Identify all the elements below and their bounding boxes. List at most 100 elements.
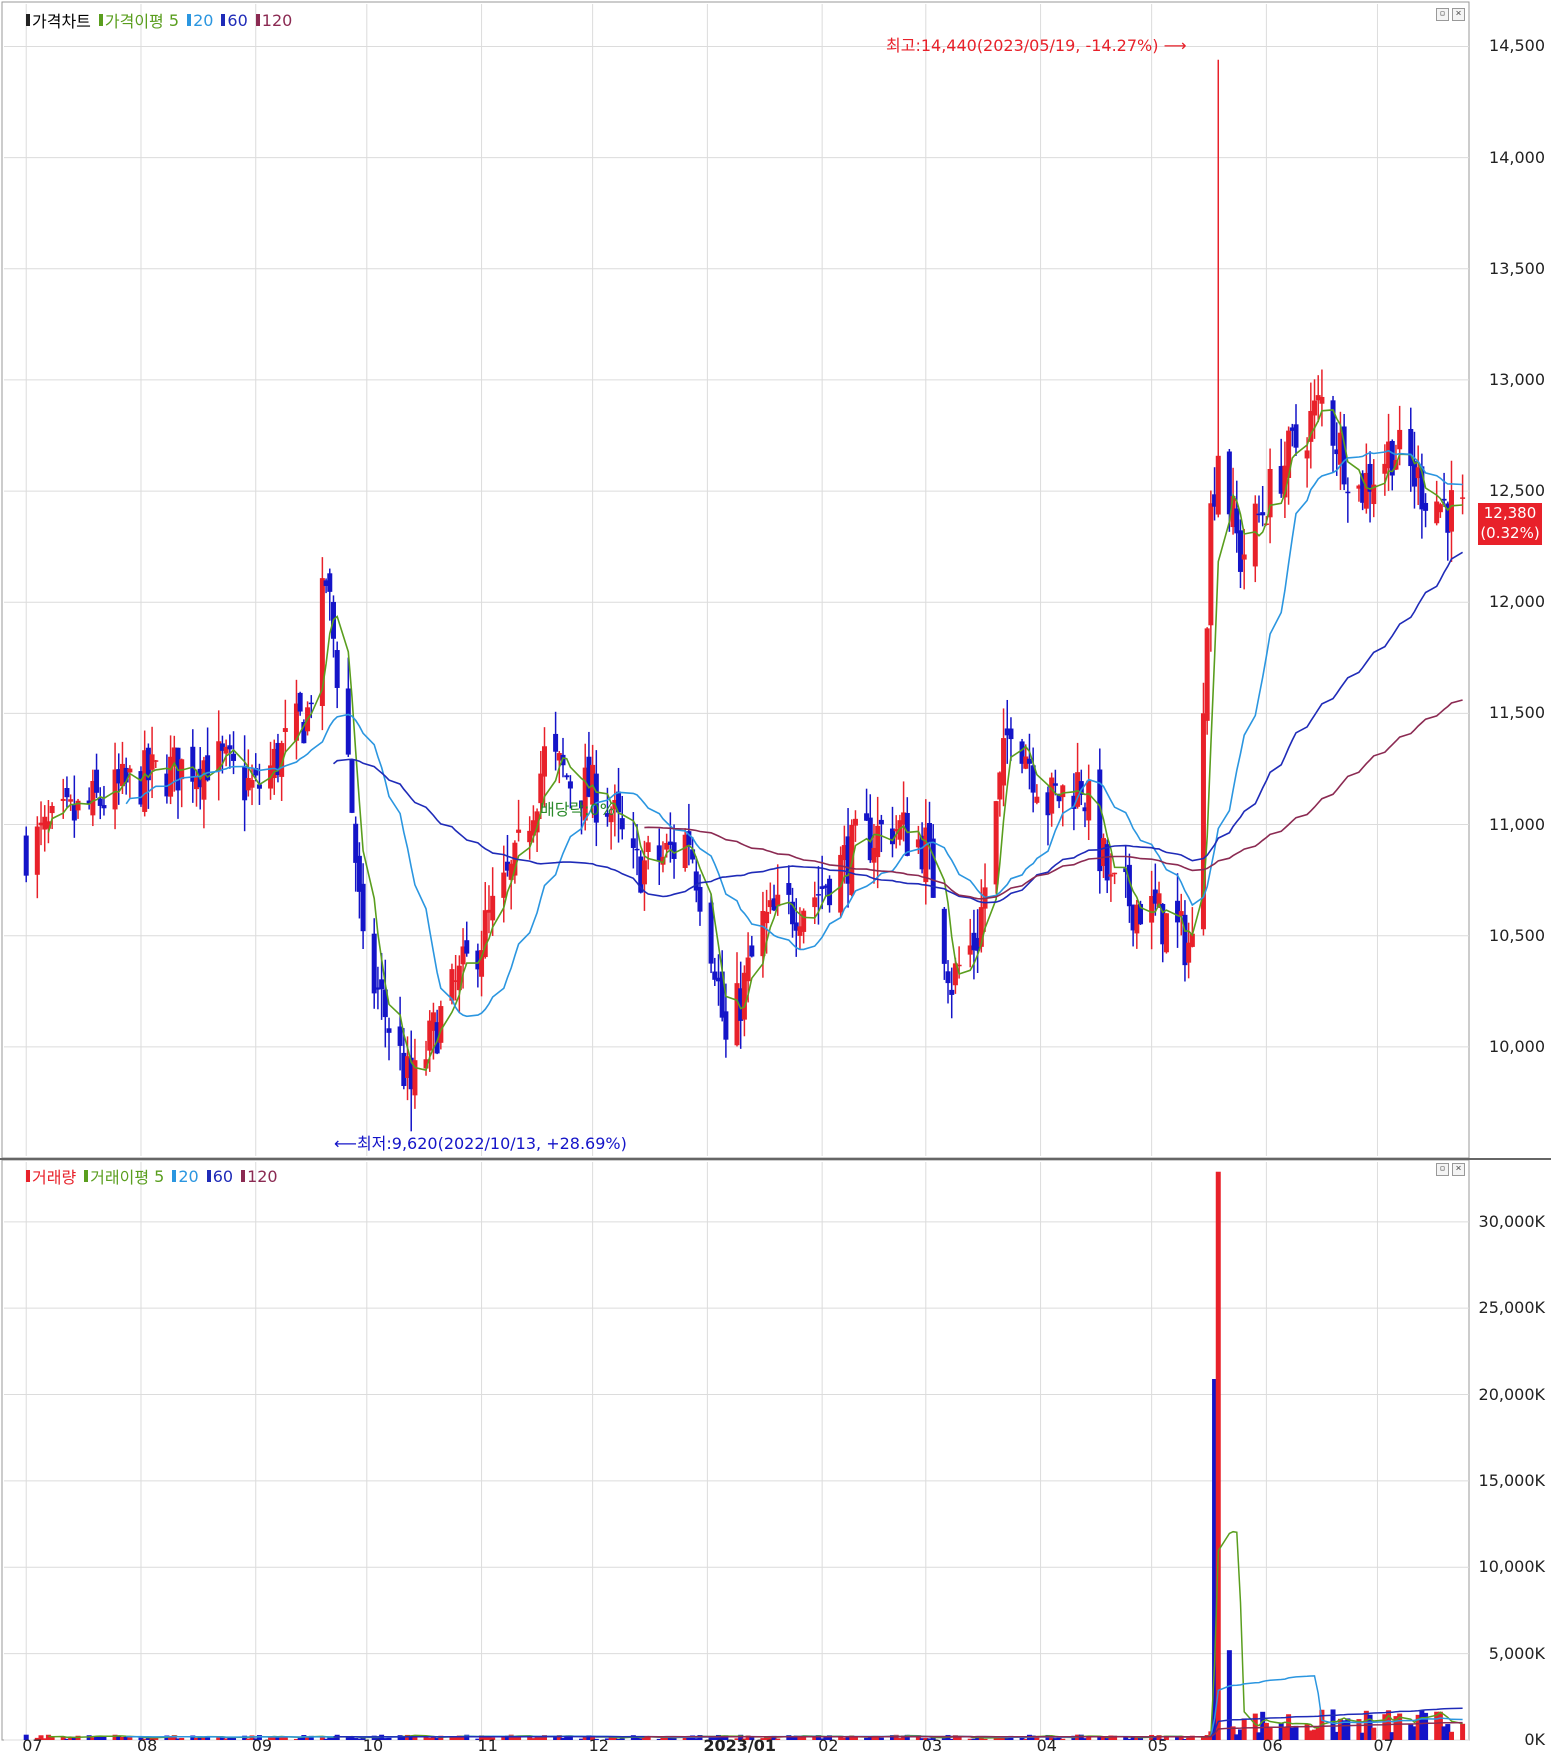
volume-bar: [593, 1738, 599, 1740]
volume-bar: [190, 1735, 196, 1740]
volume-bar: [1126, 1738, 1132, 1740]
volume-bar: [686, 1736, 692, 1740]
candle-body: [216, 741, 222, 771]
volume-bar: [823, 1736, 829, 1740]
candle-body: [871, 847, 877, 863]
volume-bar: [293, 1738, 299, 1740]
candle-body: [1437, 504, 1443, 513]
price-panel-minimize-icon[interactable]: ▫: [1436, 8, 1449, 21]
candle-body: [1108, 874, 1114, 877]
ma120-line: [644, 699, 1463, 900]
candle-body: [323, 580, 329, 586]
volume-bar: [838, 1735, 844, 1740]
volume-bar: [586, 1735, 592, 1740]
candle-body: [179, 759, 185, 780]
low-annotation: ⟵최저:9,620(2022/10/13, +28.69%): [334, 1134, 627, 1153]
candle-body: [1234, 508, 1240, 534]
candle-body: [841, 845, 847, 861]
candle-body: [1182, 914, 1188, 966]
volume-bar: [538, 1737, 544, 1740]
price-panel-close-icon[interactable]: ×: [1452, 8, 1465, 21]
volume-bar: [231, 1736, 237, 1740]
candle-body: [945, 971, 951, 984]
candle-body: [1241, 554, 1247, 560]
candle-body: [641, 860, 647, 885]
volume-bar: [1186, 1737, 1192, 1740]
volume-bar: [179, 1737, 185, 1740]
candle-body: [1356, 485, 1362, 489]
volume-bar: [793, 1735, 799, 1740]
volume-panel-minimize-icon[interactable]: ▫: [1436, 1163, 1449, 1176]
candle-body: [667, 841, 673, 845]
candle-body: [1212, 494, 1218, 507]
candle-body: [34, 826, 40, 875]
ma5-line: [47, 409, 1463, 1072]
volume-bar: [1382, 1714, 1388, 1740]
volume-bar: [671, 1737, 677, 1740]
candle-body: [541, 746, 547, 777]
candle-body: [797, 926, 803, 936]
candle-body: [1408, 428, 1414, 467]
volume-bar: [1282, 1727, 1288, 1740]
candle-body: [1008, 728, 1014, 740]
ma60-line: [332, 551, 1464, 904]
candle-body: [153, 760, 159, 762]
volume-bar: [1441, 1726, 1447, 1740]
candle-body: [978, 907, 984, 947]
candle-body: [423, 1059, 429, 1069]
candle-body: [386, 1028, 392, 1033]
volume-bar: [764, 1736, 770, 1740]
volume-bar: [553, 1736, 559, 1740]
candle-body: [775, 894, 781, 907]
volume-bar: [1156, 1735, 1162, 1740]
candle-body: [971, 932, 977, 951]
candle-body: [819, 886, 825, 889]
candle-body: [486, 909, 492, 913]
x-tick: 05: [1147, 1736, 1168, 1755]
candle-body: [1345, 491, 1351, 494]
candle-body: [1419, 466, 1425, 510]
volume-bar: [282, 1736, 288, 1740]
candle-body: [1330, 400, 1336, 446]
candle-body: [1208, 503, 1214, 626]
candle-body: [86, 800, 92, 804]
volume-ma-20: 20: [178, 1166, 199, 1186]
volume-bar: [919, 1738, 925, 1740]
candle-body: [319, 578, 325, 706]
volume-bar: [1334, 1731, 1340, 1740]
volume-bar: [616, 1738, 622, 1740]
volume-ma-5: 5: [154, 1166, 165, 1186]
volume-ma-60: 60: [212, 1166, 234, 1186]
volume-bar: [1189, 1735, 1195, 1740]
dividend-annotation: 배당락:0%: [540, 796, 615, 820]
volume-bar: [308, 1735, 314, 1740]
candle-body: [219, 743, 225, 751]
volume-panel-close-icon[interactable]: ×: [1452, 1163, 1465, 1176]
candle-body: [412, 1060, 418, 1096]
candle-body: [1411, 461, 1417, 487]
candle-body: [919, 835, 925, 870]
volume-y-tick: 20,000K: [1478, 1384, 1545, 1404]
candle-body: [616, 791, 622, 813]
candle-body: [708, 902, 714, 964]
candle-body: [827, 878, 833, 906]
volume-bar: [356, 1738, 362, 1740]
volume-bar: [482, 1736, 488, 1740]
volume-bar: [119, 1736, 125, 1740]
volume-bar: [656, 1738, 662, 1740]
candle-body: [279, 743, 285, 777]
candle-body: [349, 759, 355, 813]
candle-body: [253, 768, 259, 776]
candle-body: [530, 820, 536, 836]
volume-bar: [734, 1738, 740, 1740]
volume-bar: [1019, 1737, 1025, 1740]
x-tick: 06: [1262, 1736, 1283, 1755]
candle-body: [1023, 756, 1029, 769]
candle-body: [1086, 780, 1092, 821]
volume-bar: [1367, 1714, 1373, 1740]
candle-body: [101, 805, 107, 809]
candle-body: [464, 940, 470, 954]
x-tick: 03: [921, 1736, 943, 1755]
candle-body: [1382, 463, 1388, 474]
volume-bar: [112, 1734, 118, 1740]
